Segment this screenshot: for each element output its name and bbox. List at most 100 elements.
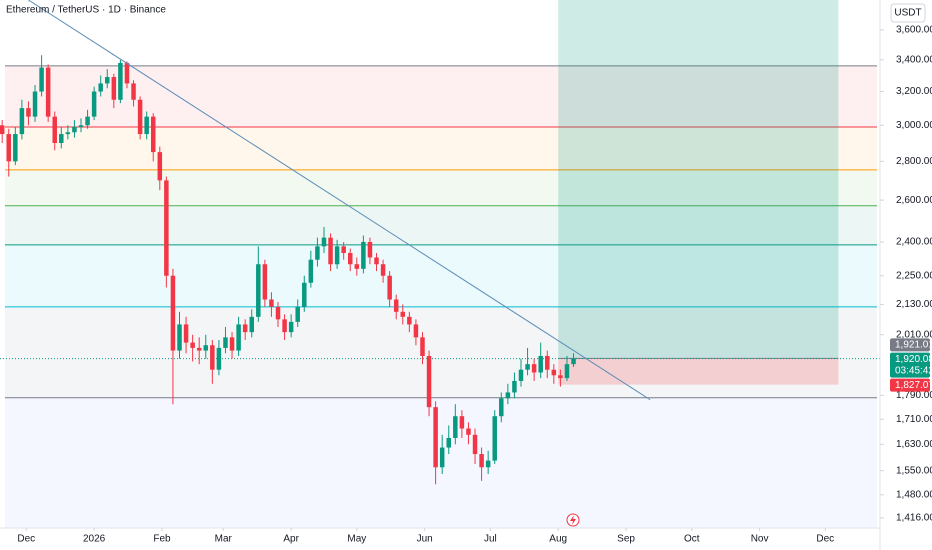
candle-body: [361, 241, 366, 269]
candle-body: [472, 434, 478, 455]
y-tick-label: 2,130.00: [896, 299, 932, 310]
candle-body: [210, 345, 215, 370]
x-tick-label: Nov: [751, 534, 769, 545]
x-tick-label: Dec: [17, 534, 35, 545]
candle-body: [407, 316, 412, 325]
x-tick-label: 2026: [83, 534, 106, 545]
entry-tag-label: 1,921.01: [895, 340, 932, 351]
candle-body: [59, 134, 64, 144]
candle-body: [203, 345, 209, 351]
candle-body: [446, 437, 452, 448]
candle-body: [177, 324, 182, 351]
plot: [0, 0, 880, 528]
currency-box[interactable]: [890, 3, 926, 23]
candle-body: [164, 180, 169, 276]
candle-body: [137, 99, 143, 135]
level-band: [5, 205, 877, 245]
candle-body: [78, 125, 84, 128]
candle-body: [288, 321, 294, 333]
candle-body: [39, 67, 44, 92]
candle-body: [518, 369, 524, 381]
x-tick-label: Oct: [684, 534, 700, 545]
candle-body: [545, 355, 550, 370]
candle-body: [45, 67, 51, 117]
candle-body: [466, 428, 471, 435]
candle-body: [531, 364, 537, 373]
candle-body: [262, 264, 268, 300]
candle-body: [275, 306, 281, 320]
candle-body: [328, 237, 333, 265]
candle-body: [13, 134, 18, 162]
candle-body: [282, 319, 287, 333]
candle-body: [105, 77, 110, 84]
entry-tag: [890, 338, 930, 352]
stop-tag: [890, 378, 930, 392]
candle-body: [367, 241, 373, 258]
candle-body: [308, 259, 314, 283]
y-tick-label: 1,550.00: [896, 465, 932, 476]
countdown: 03:45:42: [895, 365, 932, 376]
x-tick-label: Jun: [417, 534, 433, 545]
candle-body: [571, 358, 576, 365]
candle-body: [91, 91, 97, 117]
candle-body: [413, 324, 419, 338]
loss-zone: [558, 358, 839, 385]
candle-body: [564, 364, 570, 379]
candle-body: [0, 125, 5, 135]
x-tick-label: Feb: [153, 534, 171, 545]
currency: USDT: [894, 8, 921, 19]
y-tick-label: 2,250.00: [896, 270, 932, 281]
candle-body: [32, 91, 38, 117]
candle-body: [400, 311, 406, 317]
candle-body: [347, 252, 353, 265]
y-tick-label: 2,400.00: [896, 237, 932, 248]
candle-body: [302, 282, 307, 307]
candle-body: [72, 127, 77, 133]
trendline: [28, 0, 651, 401]
candle-body: [525, 364, 530, 370]
y-tick-label: 1,416.00: [896, 513, 932, 524]
event-icon-bolt: [570, 515, 576, 525]
level-band: [5, 169, 877, 206]
y-tick-label: 1,710.00: [896, 414, 932, 425]
candle-body: [334, 246, 340, 265]
x-tick-label: Apr: [283, 534, 299, 545]
y-tick-label: 3,000.00: [896, 120, 932, 131]
y-tick-label: 1,790.00: [896, 390, 932, 401]
candle-body: [150, 116, 156, 153]
candle-body: [374, 257, 379, 265]
candle-body: [453, 416, 458, 438]
candle-body: [269, 299, 274, 307]
candle-body: [183, 324, 189, 343]
x-tick-label: Dec: [816, 534, 834, 545]
y-tick-label: 1,480.00: [896, 489, 932, 500]
chart-title: Ethereum / TetherUS · 1D · Binance: [6, 5, 166, 16]
x-tick-label: May: [347, 534, 366, 545]
candle-body: [131, 83, 136, 100]
y-tick-label: 2,010.00: [896, 329, 932, 340]
candle-body: [26, 108, 31, 117]
candle-body: [216, 347, 222, 370]
candle-body: [295, 306, 300, 322]
candle-body: [433, 407, 438, 468]
candle-body: [236, 324, 241, 351]
candle-body: [512, 380, 517, 393]
candle-body: [190, 342, 195, 348]
candle-body: [315, 246, 320, 260]
x-tick-label: Jul: [484, 534, 497, 545]
stop-tag-label: 1,827.07: [895, 380, 932, 391]
candle-body: [249, 316, 254, 333]
candle-body: [85, 116, 90, 126]
candle-body: [223, 337, 228, 348]
level-band: [5, 244, 877, 307]
candle-body: [170, 275, 176, 351]
candle-body: [426, 355, 432, 408]
x-tick-label: Sep: [617, 534, 635, 545]
candle-body: [6, 134, 12, 162]
candle-body: [229, 337, 235, 351]
candle-body: [393, 299, 399, 312]
candle-body: [321, 237, 327, 247]
